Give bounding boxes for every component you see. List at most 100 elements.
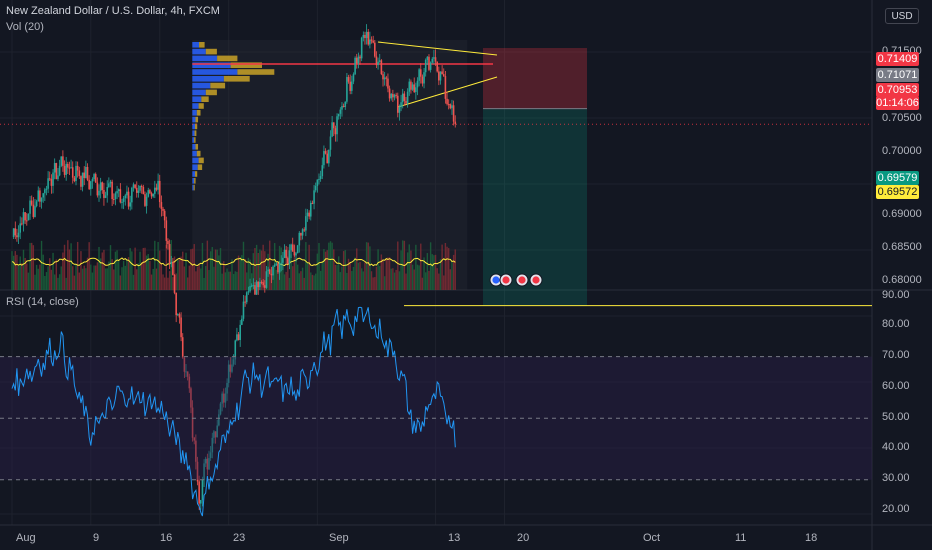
time-axis-label: 9: [93, 532, 100, 544]
candle-body: [183, 357, 186, 372]
volume-bar: [185, 252, 187, 290]
candle-body: [149, 190, 151, 194]
position-stop-zone: [483, 48, 587, 109]
volume-bar: [32, 245, 35, 290]
candle-body: [34, 206, 36, 217]
candle-body: [76, 165, 79, 171]
volume-bar: [390, 268, 392, 290]
volume-bar: [14, 251, 16, 290]
candle-body: [42, 193, 44, 198]
candle-body: [250, 285, 253, 287]
volume-bar: [139, 251, 141, 290]
volume-bar: [288, 277, 291, 290]
candle-body: [119, 189, 122, 203]
candle-body: [301, 229, 304, 236]
volume-bar: [118, 260, 120, 290]
candle-body: [316, 179, 319, 187]
volume-bar: [136, 269, 138, 290]
candle-body: [416, 80, 419, 88]
volume-bar: [50, 269, 53, 290]
symbol-legend[interactable]: New Zealand Dollar / U.S. Dollar, 4h, FX…: [6, 5, 220, 17]
candle-body: [287, 258, 289, 264]
volume-bar: [42, 254, 44, 290]
volume-bar: [370, 271, 373, 290]
candle-body: [29, 200, 31, 214]
rsi-axis-label: 40.00: [882, 441, 910, 453]
volume-legend[interactable]: Vol (20): [6, 21, 44, 33]
rsi-pane: [0, 306, 872, 517]
volume-bar: [354, 257, 356, 290]
volume-bar: [359, 261, 361, 290]
candle-body: [25, 220, 28, 222]
volume-bar: [226, 268, 228, 290]
volume-bar: [201, 242, 204, 290]
candle-body: [226, 382, 228, 394]
candle-body: [19, 223, 22, 233]
volume-profile-bar-up: [192, 150, 197, 157]
candle-body: [237, 334, 240, 341]
candle-body: [65, 163, 67, 175]
candle-body: [44, 189, 46, 194]
candle-body: [127, 191, 130, 207]
candle-body: [142, 187, 145, 195]
candle-body: [195, 440, 197, 462]
volume-bar: [65, 277, 67, 290]
candle-body: [55, 163, 58, 180]
candle-body: [126, 191, 128, 196]
economic-event-icons[interactable]: [489, 273, 543, 287]
volume-bar: [19, 256, 21, 290]
volume-bar: [324, 251, 327, 290]
candle-body: [403, 93, 406, 101]
candle-body: [374, 42, 376, 57]
bar-countdown-tag: 01:14:06: [876, 96, 919, 110]
candle-body: [329, 136, 332, 150]
volume-bar: [269, 240, 271, 290]
candle-body: [83, 172, 86, 178]
candle-body: [144, 194, 146, 206]
candle-body: [112, 199, 115, 201]
candle-body: [396, 95, 399, 113]
volume-bar: [116, 250, 118, 290]
volume-bar: [377, 249, 379, 290]
candle-body: [387, 78, 389, 89]
candle-body: [298, 232, 301, 246]
volume-bar: [400, 250, 402, 290]
volume-bar: [264, 251, 266, 290]
price-axis-label: 0.68000: [882, 274, 922, 286]
volume-bar: [234, 271, 236, 290]
candle-body: [318, 178, 320, 180]
volume-bar: [446, 246, 448, 290]
volume-bar: [292, 266, 294, 290]
candle-body: [160, 202, 163, 209]
volume-bar: [163, 277, 166, 290]
volume-profile-bar-up: [192, 144, 196, 150]
candle-body: [37, 190, 40, 202]
candle-body: [426, 56, 429, 60]
candle-body: [219, 403, 222, 415]
volume-bar: [93, 265, 95, 290]
volume-bar: [109, 245, 112, 290]
volume-profile-bar-up: [192, 184, 194, 191]
volume-bar: [316, 253, 319, 290]
currency-button[interactable]: USD: [885, 8, 919, 24]
candle-body: [354, 57, 356, 75]
candle-body: [367, 31, 370, 45]
triangle-upper-line: [377, 41, 498, 56]
volume-bar: [34, 274, 36, 290]
candle-body: [193, 437, 196, 441]
candle-body: [393, 94, 396, 98]
candle-body: [108, 183, 110, 187]
candle-body: [168, 244, 171, 264]
volume-bar: [57, 277, 59, 290]
volume-bar: [250, 273, 253, 290]
rsi-legend[interactable]: RSI (14, close): [6, 296, 79, 308]
volume-profile-bar-up: [192, 137, 195, 143]
candle-body: [375, 56, 378, 66]
volume-bar: [441, 244, 443, 290]
volume-bar: [308, 244, 310, 290]
candle-body: [241, 318, 243, 325]
candle-body: [63, 165, 66, 175]
volume-bar: [200, 268, 202, 290]
candle-body: [337, 113, 340, 117]
